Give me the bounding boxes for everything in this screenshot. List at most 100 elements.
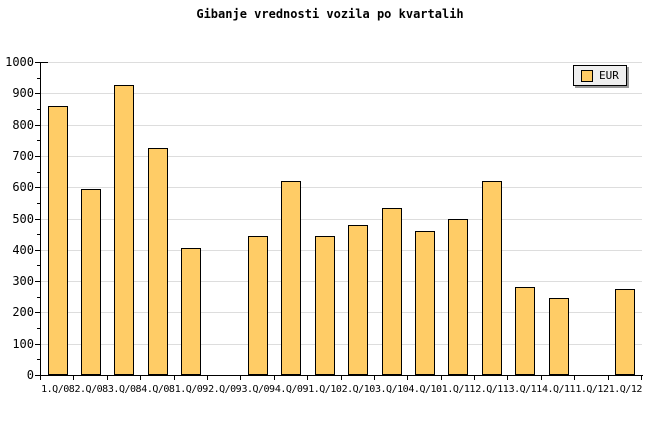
gridline [41, 218, 642, 220]
x-axis-tick [440, 376, 442, 380]
y-axis-label: 0 [26, 368, 34, 382]
y-axis [40, 62, 41, 376]
bar [47, 105, 68, 375]
y-axis-tick-minor [37, 359, 40, 361]
y-axis-label: 100 [12, 336, 34, 351]
gridline [41, 155, 642, 157]
x-axis-label: 2.Q/09 [208, 384, 242, 395]
gridline [41, 249, 642, 251]
x-axis-label: 4.Q/09 [274, 384, 309, 395]
x-axis-tick [73, 376, 75, 380]
y-axis-tick-minor [37, 234, 40, 236]
bar [481, 180, 502, 375]
y-axis-tick [35, 124, 40, 126]
y-axis-tick [35, 93, 40, 95]
x-axis-label: 1.Q/08 [41, 384, 75, 395]
x-axis-label: 1.Q/12 [575, 384, 609, 395]
gridline [41, 62, 642, 63]
bar [548, 298, 569, 375]
x-axis-label: 1.Q/10 [308, 384, 342, 395]
x-axis-tick [206, 376, 208, 380]
x-axis-tick [607, 376, 609, 380]
x-axis-tick [507, 376, 509, 380]
bar [448, 218, 469, 375]
x-axis-tick [106, 376, 108, 380]
x-axis-tick [240, 376, 242, 380]
y-axis-tick [35, 62, 40, 63]
x-axis-tick [373, 376, 375, 380]
bar [414, 231, 435, 375]
x-axis-tick [407, 376, 409, 380]
y-axis-label: 500 [12, 211, 34, 226]
y-axis-label: 300 [12, 274, 34, 289]
y-axis-label: 1000 [5, 55, 34, 69]
bar [515, 287, 536, 375]
x-axis-tick [273, 376, 275, 380]
bar [248, 235, 269, 375]
y-axis-label: 700 [12, 148, 34, 163]
gridline [41, 187, 642, 189]
y-axis-tick [35, 312, 40, 314]
y-axis-tick-minor [37, 140, 40, 142]
legend: EUR [573, 65, 627, 86]
x-axis-label: 4.Q/10 [408, 384, 442, 395]
y-axis-label: 200 [12, 305, 34, 320]
chart-title: Gibanje vrednosti vozila po kvartalih [196, 7, 464, 21]
bar [348, 224, 369, 375]
y-axis-tick [35, 375, 40, 376]
x-axis-label: 1.Q/11 [441, 384, 476, 395]
y-axis-label: 600 [12, 180, 34, 195]
x-axis-label: 2.Q/10 [341, 384, 376, 395]
gridline [41, 281, 642, 283]
y-axis-tick [35, 155, 40, 157]
x-axis-tick [540, 376, 542, 380]
x-axis [40, 375, 643, 376]
bar [381, 207, 402, 375]
x-axis-tick [307, 376, 309, 380]
gridline [41, 312, 642, 314]
x-axis-label: 3.Q/08 [107, 384, 142, 395]
y-axis-label: 800 [12, 117, 34, 132]
y-axis-tick-minor [37, 328, 40, 330]
x-axis-label: 2.Q/08 [74, 384, 109, 395]
bar [314, 235, 335, 375]
x-axis-label: 2.Q/11 [475, 384, 509, 395]
gridline [41, 124, 642, 126]
bar [147, 148, 168, 375]
x-axis-label: 1.Q/09 [174, 384, 209, 395]
y-axis-label: 900 [12, 86, 34, 101]
y-axis-label: 400 [12, 242, 34, 257]
x-axis-label: 1.Q/12 [608, 384, 643, 395]
bar [181, 248, 202, 375]
x-axis-tick [40, 376, 41, 380]
x-axis-tick [574, 376, 576, 380]
y-axis-tick [35, 281, 40, 283]
y-axis-tick-minor [37, 265, 40, 267]
x-axis-label: 3.Q/09 [241, 384, 275, 395]
y-axis-tick-minor [37, 202, 40, 204]
y-axis-tick [35, 187, 40, 189]
bar [114, 85, 135, 375]
x-axis-tick [641, 376, 642, 380]
x-axis-tick [340, 376, 342, 380]
bar [81, 188, 102, 375]
y-axis-tick [35, 249, 40, 251]
x-axis-label: 3.Q/11 [508, 384, 543, 395]
y-axis-tick [35, 218, 40, 220]
y-axis-tick [35, 343, 40, 345]
bar [615, 288, 636, 375]
y-axis-tick-minor [37, 171, 40, 173]
y-axis-tick-minor [37, 77, 40, 79]
bar [281, 180, 302, 375]
legend-swatch-eur-icon [581, 69, 593, 82]
plot-area: 0 100 200 300 400 500 600 700 800 900 1000 1.Q/08 2.… [5, 55, 643, 395]
x-axis-label: 4.Q/11 [541, 384, 576, 395]
x-axis-label: 4.Q/08 [141, 384, 175, 395]
y-axis-tick-minor [37, 108, 40, 110]
x-axis-tick [173, 376, 175, 380]
gridline [41, 343, 642, 345]
y-axis-top-cap [40, 62, 48, 63]
y-axis-tick-minor [37, 296, 40, 298]
gridline [41, 93, 642, 95]
